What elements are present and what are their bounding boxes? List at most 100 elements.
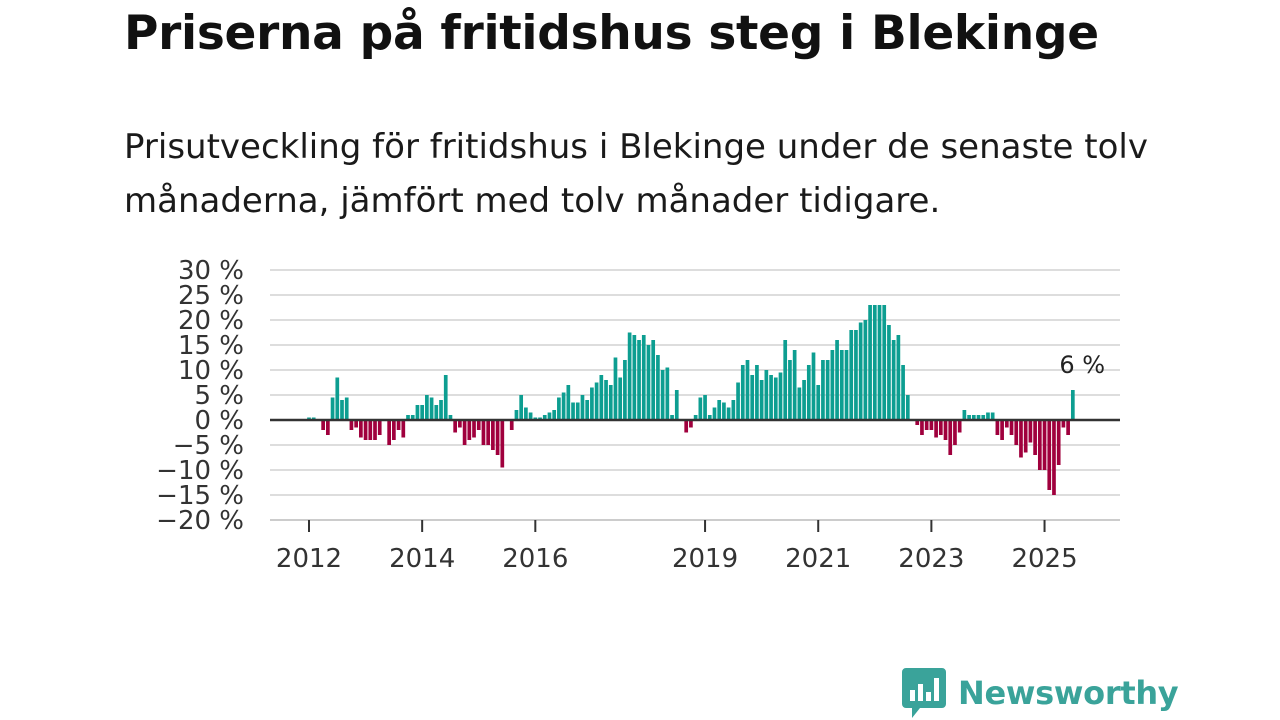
- bar: [344, 397, 349, 420]
- bar: [1000, 420, 1004, 440]
- annotations: 6 %: [1059, 351, 1105, 379]
- bar: [1066, 420, 1070, 435]
- bar: [882, 305, 887, 420]
- newsworthy-logo-icon: [902, 668, 946, 718]
- bar: [740, 365, 745, 420]
- bar: [821, 360, 825, 420]
- bar: [693, 415, 698, 420]
- bar: [547, 412, 552, 420]
- y-tick-label: 5 %: [194, 381, 244, 411]
- bar: [354, 420, 358, 428]
- bar: [759, 380, 764, 420]
- bar: [1023, 420, 1028, 453]
- bar: [1056, 420, 1061, 465]
- bar: [599, 375, 604, 420]
- bar: [486, 420, 491, 445]
- chart-subtitle: Prisutveckling för fritidshus i Blekinge…: [124, 127, 1148, 221]
- bar: [467, 420, 472, 440]
- bar: [458, 420, 462, 428]
- bar: [363, 420, 368, 440]
- bar: [924, 420, 929, 430]
- bar: [1061, 420, 1066, 428]
- newsworthy-logo: Newsworthy: [902, 668, 1179, 718]
- bar: [627, 332, 632, 420]
- bar: [736, 382, 740, 420]
- bar: [849, 330, 854, 420]
- bar: [835, 340, 839, 420]
- bar: [660, 370, 665, 420]
- bar: [769, 375, 773, 420]
- bar: [938, 420, 943, 435]
- y-tick-label: 0 %: [194, 406, 244, 436]
- bar: [839, 350, 844, 420]
- bar: [698, 397, 703, 420]
- x-tick-label: 2023: [898, 544, 964, 574]
- bar: [491, 420, 495, 450]
- x-tick-label: 2019: [672, 544, 738, 574]
- bar: [920, 420, 924, 435]
- bar: [1019, 420, 1023, 458]
- bar: [594, 382, 599, 420]
- bar: [943, 420, 948, 440]
- bar: [901, 365, 905, 420]
- x-axis: 2012 2014 2016 2019 2021 2023 2025: [270, 519, 1120, 574]
- bar: [401, 420, 406, 438]
- bar: [434, 405, 439, 420]
- bar: [349, 420, 354, 430]
- bar: [580, 395, 585, 420]
- bar: [641, 335, 646, 420]
- bar: [1042, 420, 1047, 470]
- bar: [514, 410, 519, 420]
- bar: [1014, 420, 1019, 445]
- bar: [995, 420, 1000, 435]
- bar: [778, 372, 783, 420]
- bar: [967, 415, 971, 420]
- bar: [377, 420, 382, 435]
- bar: [561, 392, 566, 420]
- bar: [439, 400, 443, 420]
- bar: [396, 420, 401, 430]
- x-tick-label: 2012: [276, 544, 342, 574]
- bar: [443, 375, 448, 420]
- bar: [608, 385, 613, 420]
- bar: [830, 350, 835, 420]
- bar: [929, 420, 934, 430]
- bar: [1070, 390, 1075, 420]
- bar: [387, 420, 391, 445]
- bar: [481, 420, 486, 445]
- y-tick-label: −5 %: [173, 431, 244, 461]
- bar: [340, 400, 344, 420]
- x-tick-label: 2016: [502, 544, 568, 574]
- x-tick-label: 2025: [1011, 544, 1077, 574]
- bar: [957, 420, 962, 433]
- bar: [373, 420, 377, 440]
- bar: [472, 420, 476, 438]
- bar: [877, 305, 882, 420]
- bar: [500, 420, 505, 468]
- bar: [415, 405, 420, 420]
- bar: [528, 412, 533, 420]
- bar: [637, 340, 641, 420]
- bar: [359, 420, 363, 438]
- bar: [618, 377, 623, 420]
- bar: [788, 360, 792, 420]
- bar: [665, 367, 670, 420]
- bar: [670, 415, 674, 420]
- bar: [934, 420, 938, 438]
- bar: [976, 415, 981, 420]
- bar: [797, 387, 802, 420]
- bar: [335, 377, 340, 420]
- bar: [410, 415, 415, 420]
- bar: [1047, 420, 1052, 490]
- x-tick-label: 2014: [389, 544, 455, 574]
- bar: [717, 400, 722, 420]
- bar: [392, 420, 396, 440]
- bar: [891, 340, 896, 420]
- bar: [368, 420, 373, 440]
- bar: [764, 370, 769, 420]
- bar: [448, 415, 453, 420]
- bar: [674, 390, 679, 420]
- bar: [858, 322, 863, 420]
- bar: [604, 380, 608, 420]
